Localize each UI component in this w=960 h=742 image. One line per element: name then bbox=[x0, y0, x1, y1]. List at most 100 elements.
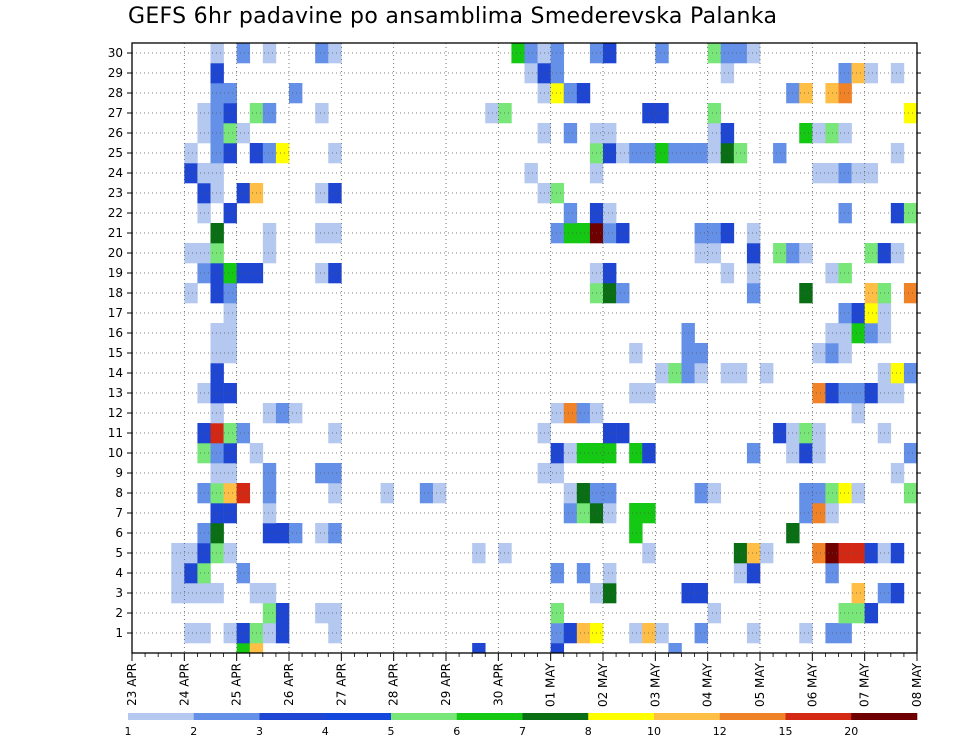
heatmap-cell bbox=[903, 283, 918, 304]
heatmap-cell bbox=[799, 83, 813, 104]
heatmap-cell bbox=[550, 603, 565, 624]
colorbar-label: 20 bbox=[844, 725, 858, 738]
y-tick-label: 23 bbox=[108, 186, 123, 200]
heatmap-cell bbox=[262, 463, 277, 484]
heatmap-cell bbox=[550, 463, 565, 484]
heatmap-cell bbox=[694, 483, 708, 504]
heatmap-cell bbox=[603, 423, 617, 444]
chart-title: GEFS 6hr padavine po ansamblima Smederev… bbox=[128, 4, 778, 29]
heatmap-cell bbox=[864, 383, 879, 404]
heatmap-cell bbox=[720, 223, 735, 244]
heatmap-cell bbox=[550, 443, 565, 464]
colorbar-swatch bbox=[456, 713, 523, 720]
x-tick-label: 27 APR bbox=[334, 663, 348, 706]
heatmap-cell bbox=[629, 383, 643, 404]
heatmap-cell bbox=[707, 123, 722, 144]
heatmap-cell bbox=[838, 303, 852, 324]
heatmap-cell bbox=[563, 83, 578, 104]
y-tick-label: 21 bbox=[108, 226, 123, 240]
heatmap-cell bbox=[629, 343, 643, 364]
heatmap-cell bbox=[223, 323, 237, 344]
x-tick-label: 28 APR bbox=[387, 663, 401, 706]
heatmap-cell bbox=[838, 603, 852, 624]
heatmap-cell bbox=[851, 583, 865, 604]
heatmap-cell bbox=[903, 443, 918, 464]
heatmap-cell bbox=[210, 243, 224, 264]
plot-frame bbox=[131, 42, 918, 654]
heatmap-cell bbox=[315, 223, 329, 244]
heatmap-cell bbox=[210, 183, 224, 204]
y-tick-label: 17 bbox=[108, 306, 123, 320]
y-tick-label: 12 bbox=[108, 406, 123, 420]
heatmap-cell bbox=[903, 363, 918, 384]
heatmap-cell bbox=[746, 243, 761, 264]
x-tick-label: 04 MAY bbox=[701, 662, 715, 707]
heatmap-cell bbox=[223, 483, 237, 504]
x-tick-label: 02 MAY bbox=[596, 662, 610, 707]
colorbar-label: 7 bbox=[519, 725, 526, 738]
heatmap-cell bbox=[838, 483, 852, 504]
y-axis: 1234567891011121314151617181920212223242… bbox=[108, 46, 921, 640]
y-tick-label: 18 bbox=[108, 286, 123, 300]
heatmap-cell bbox=[799, 283, 813, 304]
colorbar-label: 3 bbox=[256, 725, 263, 738]
y-tick-label: 24 bbox=[108, 166, 123, 180]
colorbar-swatch bbox=[259, 713, 326, 720]
heatmap-cell bbox=[668, 643, 682, 654]
heatmap-cell bbox=[629, 503, 643, 524]
heatmap-cell bbox=[550, 83, 565, 104]
heatmap-cell bbox=[603, 503, 617, 524]
heatmap-cell bbox=[851, 403, 865, 424]
heatmap-cell bbox=[707, 43, 722, 64]
heatmap-cell bbox=[603, 143, 617, 164]
heatmap-cell bbox=[328, 43, 342, 64]
y-tick-label: 28 bbox=[108, 86, 123, 100]
colorbar-swatch bbox=[128, 713, 195, 720]
heatmap-cell bbox=[812, 383, 826, 404]
heatmap-cell bbox=[262, 523, 277, 544]
heatmap-cell bbox=[210, 163, 224, 184]
x-tick-label: 24 APR bbox=[177, 663, 191, 706]
heatmap-cell bbox=[419, 483, 434, 504]
y-tick-label: 5 bbox=[115, 546, 123, 560]
heatmap-cell bbox=[223, 463, 237, 484]
heatmap-cell bbox=[210, 543, 224, 564]
heatmap-cell bbox=[328, 423, 342, 444]
heatmap-cell bbox=[603, 443, 617, 464]
y-tick-label: 19 bbox=[108, 266, 123, 280]
colorbar-swatch bbox=[588, 713, 655, 720]
heatmap-cell bbox=[707, 243, 722, 264]
heatmap-cell bbox=[720, 63, 735, 84]
heatmap-cell bbox=[262, 243, 277, 264]
heatmap-cell bbox=[890, 243, 905, 264]
heatmap-cell bbox=[315, 43, 329, 64]
heatmap-cell bbox=[864, 243, 879, 264]
heatmap-cell bbox=[210, 423, 224, 444]
heatmap-cell bbox=[616, 283, 630, 304]
heatmap-cell bbox=[380, 483, 394, 504]
heatmap-cell bbox=[851, 483, 865, 504]
heatmap-cell bbox=[746, 543, 761, 564]
heatmap-cell bbox=[707, 483, 722, 504]
heatmap-cell bbox=[707, 143, 722, 164]
heatmap-cell bbox=[210, 403, 224, 424]
heatmap-cell bbox=[223, 503, 237, 524]
heatmap-cell bbox=[576, 563, 591, 584]
heatmap-cell bbox=[720, 363, 735, 384]
heatmap-cell bbox=[328, 623, 342, 644]
y-tick-label: 1 bbox=[115, 626, 123, 640]
heatmap-cell bbox=[746, 623, 761, 644]
heatmap-cell bbox=[603, 563, 617, 584]
heatmap-cell bbox=[328, 263, 342, 284]
heatmap-cell bbox=[236, 643, 251, 654]
heatmap-cell bbox=[812, 423, 826, 444]
heatmap-cell bbox=[720, 263, 735, 284]
heatmap-cell bbox=[838, 623, 852, 644]
x-tick-label: 01 MAY bbox=[544, 662, 558, 707]
heatmap-cell bbox=[890, 383, 905, 404]
heatmap-cell bbox=[864, 163, 879, 184]
heatmap-cell bbox=[720, 143, 735, 164]
heatmap-cell bbox=[262, 583, 277, 604]
heatmap-cell bbox=[903, 483, 918, 504]
